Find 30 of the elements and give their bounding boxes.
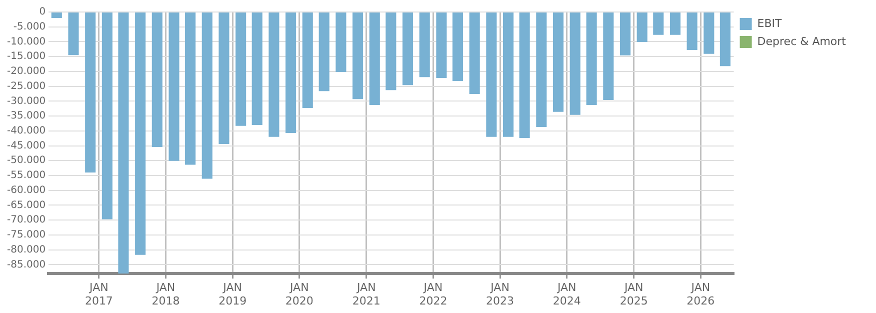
x-tick-label: JAN 2020 (285, 281, 314, 308)
y-tick-label: 0 (39, 6, 46, 18)
x-tick-label: JAN 2023 (486, 281, 514, 308)
y-tick-label: -25.000 (6, 80, 46, 92)
y-tick-label: -30.000 (6, 96, 46, 107)
y-tick-label: -55.000 (6, 170, 46, 182)
y-tick-label: -5.000 (13, 21, 46, 32)
y-tick-label: -20.000 (6, 66, 46, 78)
y-tick-label: -10.000 (6, 36, 46, 48)
y-tick-label: -35.000 (6, 110, 46, 122)
y-tick-label: -85.000 (6, 259, 46, 270)
x-tick-label: JAN 2022 (419, 281, 448, 308)
y-tick-label: -15.000 (6, 51, 46, 62)
x-tick-label: JAN 2025 (620, 281, 648, 308)
y-tick-label: -50.000 (6, 155, 46, 166)
y-tick-label: -80.000 (6, 244, 46, 256)
legend-label: EBIT (757, 16, 782, 30)
x-tick-label: JAN 2019 (218, 281, 247, 308)
x-tick-label: JAN 2017 (84, 281, 113, 308)
y-tick-label: -65.000 (6, 200, 46, 211)
x-tick-label: JAN 2021 (352, 281, 380, 308)
legend-label: Deprec & Amort (757, 34, 847, 48)
y-tick-label: -60.000 (6, 184, 46, 196)
y-tick-label: -45.000 (6, 140, 46, 152)
x-tick-label: JAN 2026 (686, 281, 715, 308)
x-tick-label: JAN 2018 (152, 281, 180, 308)
y-tick-label: -70.000 (6, 214, 46, 226)
y-tick-label: -40.000 (6, 126, 46, 137)
y-tick-label: -75.000 (6, 230, 46, 241)
x-tick-label: JAN 2024 (552, 281, 581, 308)
